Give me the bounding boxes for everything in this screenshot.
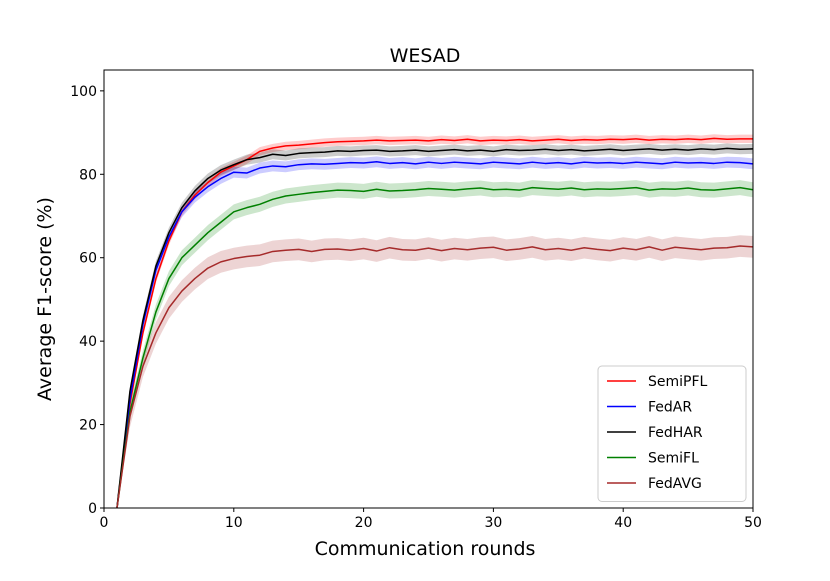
plot-frame xyxy=(103,69,754,509)
y-tick-label: 40 xyxy=(79,334,97,350)
chart-title: WESAD xyxy=(390,45,461,67)
legend-label-fedavg: FedAVG xyxy=(648,476,702,492)
series-lines xyxy=(116,137,754,509)
series-line-semipfl xyxy=(116,137,753,509)
x-tick-label: 20 xyxy=(355,515,373,531)
x-axis-label: Communication rounds xyxy=(315,538,536,560)
legend-label-semifl: SemiFL xyxy=(648,451,699,467)
x-tick-label: 40 xyxy=(614,515,632,531)
x-tick-label: 30 xyxy=(484,515,502,531)
legend-label-semipfl: SemiPFL xyxy=(648,374,708,390)
x-tick-label: 10 xyxy=(225,515,243,531)
x-axis: 0 10 20 30 40 50 xyxy=(100,508,762,531)
x-tick-label: 50 xyxy=(744,515,762,531)
legend-box xyxy=(597,365,747,502)
legend-label-fedar: FedAR xyxy=(648,400,692,416)
y-tick-label: 100 xyxy=(70,84,97,100)
legend-label-fedhar: FedHAR xyxy=(648,425,703,441)
y-tick-label: 20 xyxy=(79,418,97,434)
legend: SemiPFL FedAR FedHAR SemiFL FedAVG xyxy=(597,365,747,502)
y-tick-label: 60 xyxy=(79,251,97,267)
y-tick-label: 80 xyxy=(79,167,97,183)
series-line-fedavg xyxy=(116,245,754,509)
series-line-fedar xyxy=(116,161,754,509)
x-tick-label: 0 xyxy=(100,515,109,531)
series-line-semifl xyxy=(116,186,754,509)
y-axis-label: Average F1-score (%) xyxy=(34,197,56,401)
y-tick-label: 0 xyxy=(88,501,97,517)
series-line-fedhar xyxy=(116,147,754,509)
y-axis: 0 20 40 60 80 100 xyxy=(70,84,104,517)
